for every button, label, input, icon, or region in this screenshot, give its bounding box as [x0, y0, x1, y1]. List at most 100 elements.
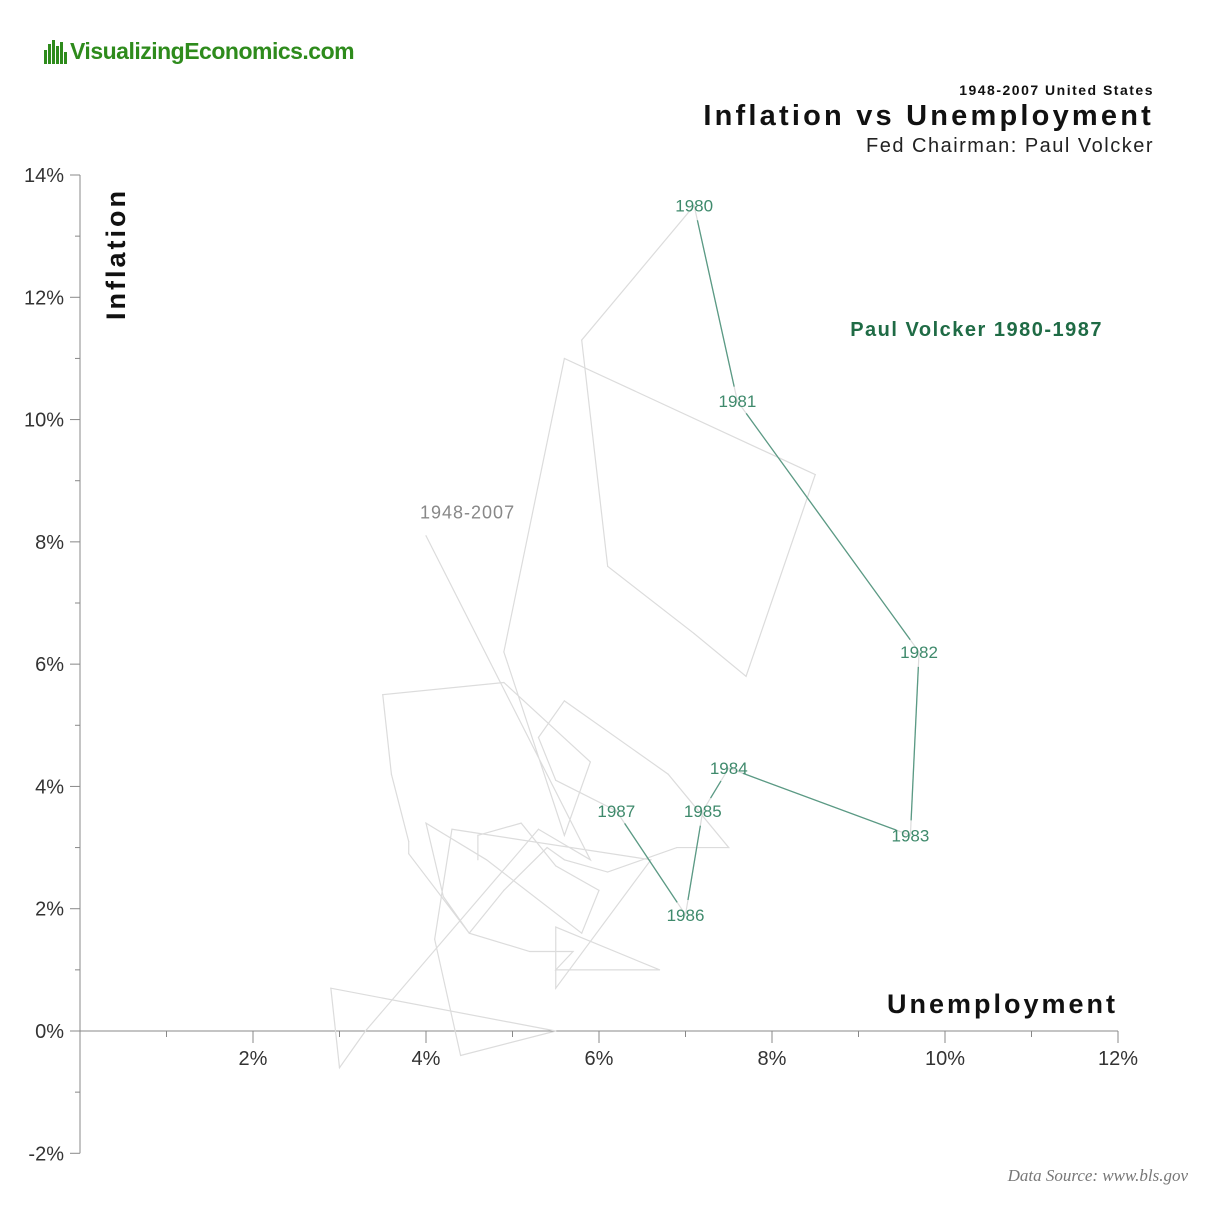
data-point-1948-2007 — [503, 651, 505, 653]
x-tick-label: 12% — [1098, 1048, 1138, 1070]
volcker-segment — [687, 825, 701, 901]
data-point-1948-2007 — [563, 859, 566, 861]
y-tick-label: 6% — [35, 654, 64, 676]
data-point-1948-2007 — [563, 700, 566, 702]
data-point-1948-2007 — [814, 474, 816, 476]
volcker-segment — [710, 780, 722, 799]
data-point-1948-2007 — [364, 1030, 367, 1032]
data-point-1948-2007 — [676, 846, 678, 849]
data-point-1948-2007 — [745, 675, 747, 677]
logo-text: VisualizingEconomics.com — [70, 38, 355, 64]
volcker-segment — [745, 412, 911, 641]
data-point-1948-2007 — [485, 859, 488, 861]
data-point-1948-2007 — [537, 828, 540, 830]
site-logo: VisualizingEconomics.com — [44, 38, 355, 64]
data-point-1948-2007 — [503, 681, 505, 684]
data-point-1948-2007 — [537, 736, 540, 739]
series-label-volcker: Paul Volcker 1980-1987 — [850, 319, 1103, 341]
data-point-1948-2007 — [581, 932, 583, 934]
series-line-1948-2007 — [330, 204, 920, 1070]
volcker-year-label: 1986 — [667, 906, 705, 925]
volcker-segment — [624, 823, 678, 903]
y-tick-label: 12% — [24, 287, 64, 309]
data-point-1948-2007 — [728, 767, 730, 769]
volcker-year-label: 1981 — [718, 392, 756, 411]
data-point-1948-2007 — [598, 889, 600, 891]
data-point-1948-2007 — [736, 400, 739, 402]
volcker-year-label: 1980 — [675, 197, 713, 216]
data-point-1948-2007 — [693, 632, 695, 635]
x-tick-label: 2% — [239, 1048, 268, 1070]
data-point-1948-2007 — [442, 895, 444, 898]
y-tick-label: 4% — [35, 776, 64, 798]
data-point-1948-2007 — [330, 987, 332, 989]
y-tick-label: 2% — [35, 899, 64, 921]
x-axis-title: Unemployment — [887, 989, 1118, 1019]
chart-header: 1948-2007 United States Inflation vs Une… — [703, 82, 1154, 158]
data-point-1948-2007 — [693, 204, 695, 207]
chart-subtitle: Fed Chairman: Paul Volcker — [865, 135, 1154, 157]
data-point-1948-2007 — [563, 357, 566, 360]
volcker-year-label: 1982 — [900, 643, 938, 662]
volcker-year-label: 1984 — [710, 759, 748, 778]
data-point-1948-2007 — [338, 1067, 341, 1069]
data-point-1948-2007 — [607, 565, 609, 567]
y-tick-label: -2% — [28, 1143, 64, 1165]
data-point-1948-2007 — [555, 1030, 557, 1032]
y-tick-label: 14% — [24, 165, 64, 187]
data-point-1948-2007 — [909, 834, 912, 836]
data-point-1948-2007 — [684, 914, 687, 916]
data-point-1948-2007 — [451, 828, 453, 830]
y-tick-label: 0% — [35, 1021, 64, 1043]
volcker-year-label: 1985 — [684, 802, 722, 821]
data-point-1948-2007 — [589, 859, 591, 861]
volcker-segment — [696, 220, 735, 387]
data-point-1948-2007 — [667, 773, 669, 775]
data-point-1948-2007 — [589, 761, 591, 763]
chart-title: Inflation vs Unemployment — [703, 100, 1154, 132]
series-label-1948-2007: 1948-2007 — [420, 503, 515, 523]
data-point-1948-2007 — [581, 339, 583, 341]
bar-chart-logo-icon — [44, 40, 68, 64]
chart-period: 1948-2007 United States — [959, 82, 1154, 98]
data-point-1948-2007 — [390, 773, 392, 775]
x-tick-label: 4% — [412, 1048, 441, 1070]
data-point-1948-2007 — [607, 871, 609, 873]
x-tick-label: 6% — [585, 1048, 614, 1070]
y-axis-title: Inflation — [101, 188, 131, 320]
data-point-1948-2007 — [477, 834, 479, 836]
data-point-1948-2007 — [425, 535, 427, 537]
data-point-1948-2007 — [546, 846, 548, 849]
volcker-year-label: 1983 — [891, 826, 929, 845]
data-point-1948-2007 — [477, 859, 479, 861]
data-point-1948-2007 — [555, 926, 557, 928]
data-point-1948-2007 — [408, 840, 410, 843]
y-tick-label: 10% — [24, 410, 64, 432]
data-point-1948-2007 — [658, 969, 661, 971]
data-point-1948-2007 — [572, 950, 574, 953]
data-point-1948-2007 — [728, 846, 730, 849]
data-point-1948-2007 — [702, 810, 704, 812]
data-point-1948-2007 — [555, 969, 557, 971]
data-point-1948-2007 — [425, 822, 427, 824]
data-point-1948-2007 — [555, 865, 557, 867]
data-point-1948-2007 — [520, 822, 522, 824]
data-point-1948-2007 — [918, 651, 920, 653]
data-point-1948-2007 — [434, 938, 436, 940]
y-tick-label: 8% — [35, 532, 64, 554]
volcker-year-label: 1987 — [597, 802, 635, 821]
x-tick-label: 8% — [758, 1048, 787, 1070]
data-point-1948-2007 — [615, 810, 617, 812]
data-point-1948-2007 — [555, 779, 557, 781]
data-point-1948-2007 — [408, 853, 410, 855]
volcker-segment — [742, 772, 897, 831]
data-source: Data Source: www.bls.gov — [1007, 1166, 1188, 1185]
data-point-1948-2007 — [529, 950, 531, 953]
x-tick-label: 10% — [925, 1048, 965, 1070]
data-point-1948-2007 — [650, 859, 652, 861]
data-point-1948-2007 — [503, 889, 505, 891]
data-point-1948-2007 — [468, 932, 470, 934]
data-point-1948-2007 — [555, 987, 557, 989]
data-point-1948-2007 — [563, 834, 566, 836]
